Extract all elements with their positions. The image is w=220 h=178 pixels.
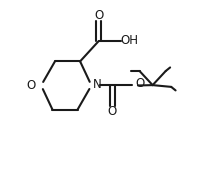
Text: OH: OH [121,34,139,47]
Text: N: N [93,78,101,91]
Text: O: O [136,77,145,90]
Text: O: O [94,9,103,22]
Text: O: O [26,79,36,92]
Text: O: O [108,105,117,118]
